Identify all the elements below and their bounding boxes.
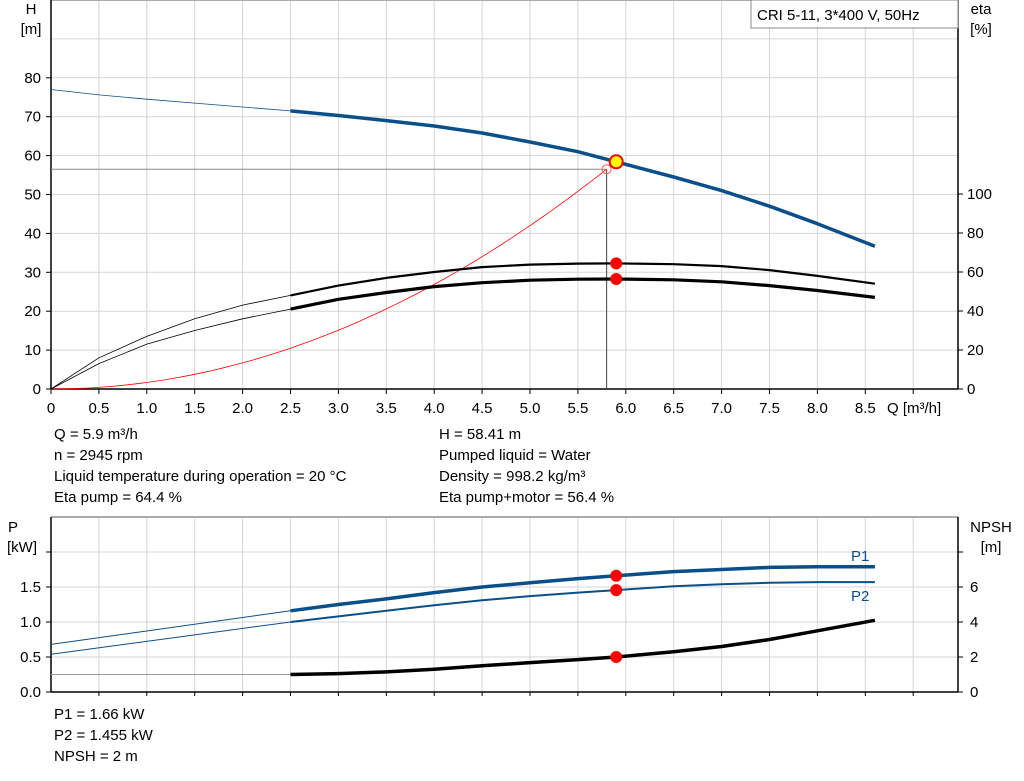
q-tick-label: 1.0 [136,400,157,417]
info-eta-pump: Eta pump = 64.4 % [54,489,182,506]
p-tick-label: 1.0 [20,614,41,631]
p-tick-label: 0.5 [20,649,41,666]
h-tick-label: 10 [24,342,41,359]
p1-label: P1 [851,548,869,565]
q-tick-label: 5.0 [520,400,541,417]
p2-label: P2 [851,588,869,605]
p-tick-label: 1.5 [20,579,41,596]
title-box [750,0,959,29]
npsh-duty-marker [610,651,623,663]
h-tick-label: 80 [24,70,41,87]
eta-axis-label: eta [971,1,993,18]
npsh-tick-label: 0 [970,684,978,701]
h-tick-label: 70 [24,109,41,126]
info-npsh: NPSH = 2 m [54,748,138,765]
p1-curve [290,564,875,613]
eta-tick-label: 40 [967,303,984,320]
q-tick-label: 7.0 [711,400,732,417]
npsh-curve [290,618,876,677]
eta-tick-label: 20 [967,342,984,359]
info-density: Density = 998.2 kg/m³ [439,468,586,485]
h-tick-label: 60 [24,148,41,165]
p-axis-label: P [8,519,18,536]
npsh-tick-label: 2 [970,649,978,666]
info-eta-pump-motor: Eta pump+motor = 56.4 % [439,489,615,506]
p-tick-label: 0.0 [20,684,41,701]
info-liquid: Pumped liquid = Water [439,447,591,464]
q-tick-label: 2.0 [232,400,253,417]
q-tick-label: 3.0 [328,400,349,417]
eta-pump-motor-curve-extrapolated [50,308,291,390]
q-tick-label: 0.5 [88,400,109,417]
q-tick-label: 4.0 [424,400,445,417]
eta-tick-label: 80 [967,225,984,242]
duty-point-marker [608,154,624,170]
h-tick-label: 50 [24,187,41,204]
eta-tick-label: 0 [967,381,975,398]
q-tick-label: 2.5 [280,400,301,417]
q-tick-label: 0 [47,400,55,417]
npsh-axis-unit: [m] [981,539,1002,556]
p-axis-unit: [kW] [7,539,37,556]
h-tick-label: 0 [33,381,41,398]
p2-duty-marker [610,584,623,597]
info-head: H = 58.41 m [439,426,522,443]
eta-pump-curve-extrapolated [50,295,291,390]
head-curve [290,109,876,248]
npsh-tick-label: 4 [970,614,978,631]
q-tick-label: 3.5 [376,400,397,417]
q-tick-label: 6.0 [615,400,636,417]
q-tick-label: 4.5 [472,400,493,417]
npsh-tick-label: 6 [970,579,978,596]
p2-curve-extrapolated [50,621,291,655]
eta-tick-label: 60 [967,264,984,281]
h-axis-unit: [m] [21,21,42,38]
eta-axis-unit: [%] [970,21,992,38]
q-tick-label: 1.5 [184,400,205,417]
q-tick-label: 5.5 [567,400,588,417]
q-tick-label: 8.0 [807,400,828,417]
info-p1: P1 = 1.66 kW [54,706,145,723]
eta-pump-duty-marker [610,257,623,270]
info-p2: P2 = 1.455 kW [54,727,153,744]
q-axis-label: Q [m³/h] [887,400,941,417]
p1-duty-marker [610,569,623,582]
info-temperature: Liquid temperature during operation = 20… [54,468,347,485]
h-tick-label: 20 [24,303,41,320]
info-bottom: P1 = 1.66 kW P2 = 1.455 kW NPSH = 2 m [54,704,153,767]
eta-pump-curve [290,262,876,297]
q-tick-label: 6.5 [663,400,684,417]
eta-pump-motor-duty-marker [610,273,623,286]
info-speed: n = 2945 rpm [54,447,143,464]
info-right: H = 58.41 m Pumped liquid = Water Densit… [439,424,614,508]
q-tick-label: 8.5 [855,400,876,417]
p1-curve-extrapolated [50,610,291,645]
eta-pump-motor-curve [290,277,876,311]
chart-title: CRI 5-11, 3*400 V, 50Hz [757,7,920,24]
p2-curve [290,581,875,623]
npsh-axis-label: NPSH [970,519,1012,536]
head-curve-extrapolated [50,89,291,112]
info-flow: Q = 5.9 m³/h [54,426,138,443]
q-tick-label: 7.5 [759,400,780,417]
eta-tick-label: 100 [967,186,992,203]
h-tick-label: 40 [24,225,41,242]
required-point-marker [601,164,612,175]
h-axis-label: H [26,1,37,18]
h-tick-label: 30 [24,264,41,281]
info-left: Q = 5.9 m³/h n = 2945 rpm Liquid tempera… [54,424,346,508]
system-curve [50,168,607,390]
